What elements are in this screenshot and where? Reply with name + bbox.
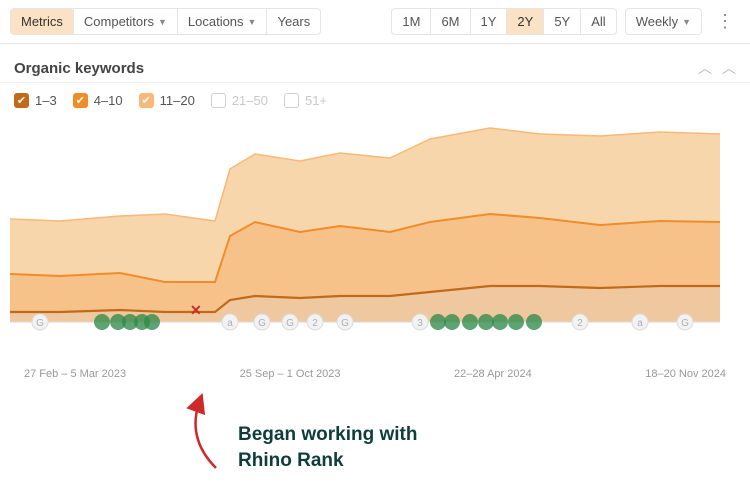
callout-line: Rhino Rank (238, 450, 344, 471)
tab-competitors[interactable]: Competitors ▼ (74, 9, 178, 34)
toolbar: Metrics Competitors ▼ Locations ▼ Years 1M… (0, 0, 750, 44)
section-header: Organic keywords ︿ ︿ (0, 44, 750, 83)
tab-label: 6M (441, 14, 459, 29)
granularity-select[interactable]: Weekly ▼ (625, 8, 702, 35)
checkbox-icon: ✔ (139, 93, 154, 108)
granularity-label: Weekly (636, 14, 678, 29)
tab-label: 2Y (517, 14, 533, 29)
more-menu-icon[interactable]: ⋮ (710, 11, 740, 32)
chart: Ga G G 2 G 3 2 a G ✕ 27 Feb – 5 Mar 2023 25 Sep … (0, 114, 750, 384)
svg-text:G: G (258, 318, 266, 329)
checkbox-icon: ✔ (14, 93, 29, 108)
legend-label: 4–10 (94, 93, 123, 108)
svg-text:G: G (286, 318, 294, 329)
x-label: 18–20 Nov 2024 (645, 368, 726, 380)
collapse-icon[interactable]: ︿ (722, 58, 736, 78)
callout-line: Began working with (238, 424, 417, 445)
range-1m[interactable]: 1M (392, 9, 431, 34)
tab-locations[interactable]: Locations ▼ (178, 9, 268, 34)
tab-label: 1Y (481, 14, 497, 29)
legend-item-11-20[interactable]: ✔ 11–20 (139, 93, 195, 108)
svg-text:a: a (227, 318, 233, 329)
checkbox-icon (211, 93, 226, 108)
metric-tabs: Metrics Competitors ▼ Locations ▼ Years (10, 8, 321, 35)
svg-text:G: G (341, 318, 349, 329)
chevron-down-icon: ▼ (158, 17, 167, 27)
svg-text:3: 3 (417, 318, 423, 329)
stacked-area-svg: Ga G G 2 G 3 2 a G (0, 114, 730, 364)
range-1y[interactable]: 1Y (471, 9, 508, 34)
range-2y[interactable]: 2Y (507, 9, 544, 34)
tab-label: Years (277, 14, 310, 29)
legend: ✔ 1–3 ✔ 4–10 ✔ 11–20 21–50 51+ (0, 83, 750, 114)
section-title: Organic keywords (14, 60, 144, 77)
tab-label: 5Y (554, 14, 570, 29)
checkbox-icon (284, 93, 299, 108)
legend-label: 1–3 (35, 93, 57, 108)
x-axis-labels: 27 Feb – 5 Mar 2023 25 Sep – 1 Oct 2023 … (0, 364, 750, 380)
tab-metrics[interactable]: Metrics (11, 9, 74, 34)
x-label: 22–28 Apr 2024 (454, 368, 532, 380)
range-6m[interactable]: 6M (431, 9, 470, 34)
tab-label: 1M (402, 14, 420, 29)
range-tabs: 1M 6M 1Y 2Y 5Y All (391, 8, 616, 35)
tab-label: Competitors (84, 14, 154, 29)
callout-text: Began working with Rhino Rank (238, 422, 417, 473)
legend-item-4-10[interactable]: ✔ 4–10 (73, 93, 123, 108)
svg-text:a: a (637, 318, 643, 329)
annotation-x-marker: ✕ (190, 302, 202, 319)
x-label: 25 Sep – 1 Oct 2023 (240, 368, 341, 380)
svg-text:2: 2 (312, 318, 318, 329)
x-label: 27 Feb – 5 Mar 2023 (24, 368, 126, 380)
legend-label: 21–50 (232, 93, 268, 108)
svg-text:2: 2 (577, 318, 583, 329)
legend-label: 51+ (305, 93, 327, 108)
range-5y[interactable]: 5Y (544, 9, 581, 34)
svg-text:G: G (681, 318, 689, 329)
range-all[interactable]: All (581, 9, 615, 34)
tab-years[interactable]: Years (267, 9, 320, 34)
checkbox-icon: ✔ (73, 93, 88, 108)
legend-item-51plus[interactable]: 51+ (284, 93, 327, 108)
tab-label: Metrics (21, 14, 63, 29)
legend-item-1-3[interactable]: ✔ 1–3 (14, 93, 57, 108)
svg-text:G: G (36, 318, 44, 329)
tab-label: Locations (188, 14, 244, 29)
tab-label: All (591, 14, 605, 29)
chevron-down-icon: ▼ (682, 17, 691, 27)
legend-item-21-50[interactable]: 21–50 (211, 93, 268, 108)
legend-label: 11–20 (160, 93, 195, 108)
chevron-down-icon: ▼ (248, 17, 257, 27)
collapse-icon[interactable]: ︿ (698, 58, 712, 78)
